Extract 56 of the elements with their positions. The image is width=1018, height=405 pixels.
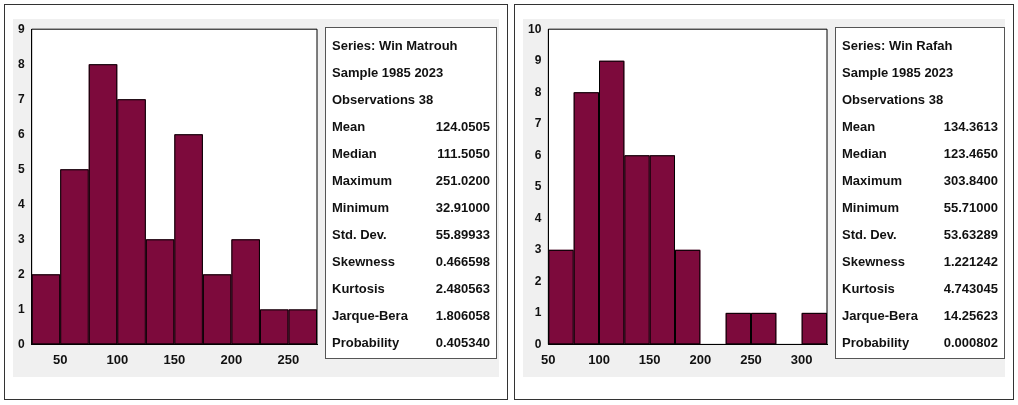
y-tick-label: 8 bbox=[17, 56, 25, 71]
x-tick-label: 150 bbox=[638, 351, 661, 367]
y-tick-label: 3 bbox=[534, 242, 542, 257]
text: Probability 0.000802 bbox=[842, 335, 998, 350]
text: Std. Dev. 55.89933 bbox=[332, 227, 490, 242]
x-tick-label: 50 bbox=[541, 351, 556, 367]
y-tick-label: 7 bbox=[17, 91, 25, 106]
y-tick-label: 7 bbox=[534, 116, 542, 131]
text: Sample 1985 2023 bbox=[332, 64, 445, 82]
y-tick-label: 6 bbox=[17, 126, 25, 141]
y-tick-label: 4 bbox=[534, 210, 542, 225]
y-tick-label: 6 bbox=[534, 147, 542, 162]
x-tick-label: 100 bbox=[588, 351, 610, 367]
text: Series: Win Rafah bbox=[842, 37, 954, 55]
text: Kurtosis 2.480563 bbox=[332, 281, 490, 296]
x-tick-label: 50 bbox=[52, 351, 68, 367]
text: Probability 0.405340 bbox=[332, 335, 490, 350]
y-tick-label: 0 bbox=[17, 336, 25, 351]
text: Median 123.4650 bbox=[842, 146, 998, 161]
text: Skewness 0.466598 bbox=[332, 254, 490, 269]
y-tick-label: 9 bbox=[534, 53, 542, 68]
y-tick-label: 3 bbox=[17, 231, 25, 246]
y-tick-label: 10 bbox=[527, 21, 542, 36]
text: Skewness 1.221242 bbox=[842, 254, 998, 269]
x-tick-label: 300 bbox=[790, 351, 813, 367]
text: Std. Dev. 53.63289 bbox=[842, 227, 998, 242]
text: Mean 134.3613 bbox=[842, 119, 998, 134]
text: Mean 124.0505 bbox=[332, 119, 490, 134]
text: Observations 38 bbox=[332, 91, 435, 109]
y-tick-label: 1 bbox=[534, 305, 542, 320]
y-tick-label: 4 bbox=[17, 196, 25, 211]
y-tick-label: 2 bbox=[534, 273, 542, 288]
text: Sample 1985 2023 bbox=[842, 64, 955, 82]
y-tick-label: 5 bbox=[17, 161, 25, 176]
text: Median 111.5050 bbox=[332, 146, 490, 161]
text: Maximum 251.0200 bbox=[332, 173, 490, 188]
x-tick-label: 100 bbox=[106, 351, 129, 367]
text: Series: Win Matrouh bbox=[332, 37, 459, 55]
text: Minimum 55.71000 bbox=[842, 200, 998, 215]
text: Jarque-Bera 14.25623 bbox=[842, 308, 998, 323]
y-tick-label: 1 bbox=[17, 301, 25, 316]
x-tick-label: 250 bbox=[277, 351, 300, 367]
x-tick-label: 200 bbox=[220, 351, 243, 367]
y-tick-label: 0 bbox=[534, 336, 542, 351]
y-tick-label: 8 bbox=[534, 84, 542, 99]
y-tick-label: 5 bbox=[534, 179, 542, 194]
y-tick-label: 9 bbox=[17, 21, 25, 36]
text: Observations 38 bbox=[842, 91, 945, 109]
text: Jarque-Bera 1.806058 bbox=[332, 308, 490, 323]
text: Kurtosis 4.743045 bbox=[842, 281, 998, 296]
x-tick-label: 250 bbox=[740, 351, 762, 367]
x-tick-label: 200 bbox=[689, 351, 712, 367]
text: Maximum 303.8400 bbox=[842, 173, 998, 188]
y-tick-label: 2 bbox=[17, 266, 25, 281]
text: Minimum 32.91000 bbox=[332, 200, 490, 215]
x-tick-label: 150 bbox=[163, 351, 186, 367]
